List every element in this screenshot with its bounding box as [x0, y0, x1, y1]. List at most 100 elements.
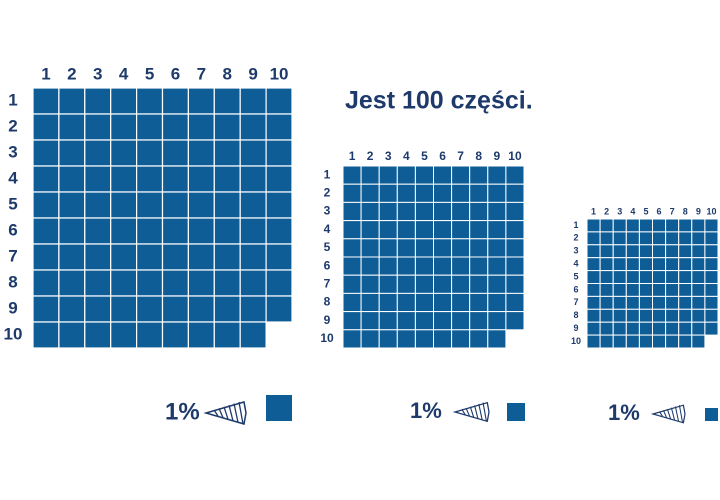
grid-cell — [599, 231, 614, 246]
grid-cell — [469, 292, 489, 313]
grid-cell — [665, 308, 680, 323]
grid-cell — [414, 165, 434, 185]
arrow-stripe — [666, 408, 672, 420]
grid-cell — [652, 295, 667, 310]
grid-cell — [505, 274, 525, 294]
row-label: 10 — [571, 336, 581, 346]
grid-cell — [84, 139, 112, 167]
grid-cell — [433, 329, 453, 349]
column-label: 10 — [508, 149, 522, 163]
arrow-stripe — [662, 410, 668, 418]
grid-cell — [451, 311, 471, 331]
grid-cell — [505, 220, 525, 240]
arrow-stripe — [238, 401, 244, 425]
grid-cell — [433, 201, 453, 222]
grid-cell — [360, 238, 380, 258]
grid-cell — [625, 308, 640, 323]
grid-cell — [433, 292, 453, 313]
arrow-stripe — [678, 405, 684, 423]
grid-cell — [638, 270, 654, 285]
grid-cell — [136, 87, 164, 115]
grid-cell — [84, 191, 112, 219]
grid-cell — [360, 220, 380, 240]
row-label: 1 — [324, 167, 331, 181]
row-label: 9 — [573, 323, 578, 333]
grid-cell — [625, 257, 640, 272]
grid-cell — [378, 201, 398, 222]
arrow-stripe — [213, 409, 219, 417]
grid-cell — [58, 295, 86, 323]
grid-cell — [136, 321, 164, 349]
grid — [342, 165, 525, 349]
grid-cell — [505, 256, 525, 276]
grid-cell — [665, 257, 680, 272]
grid-cell — [469, 256, 489, 276]
grid-cell — [187, 139, 215, 167]
grid-cell — [213, 243, 241, 271]
grid-cell — [396, 329, 416, 349]
grid-cell — [396, 292, 416, 313]
grid-cell — [665, 244, 680, 259]
grid-cell — [678, 257, 693, 272]
grid-cell — [414, 329, 434, 349]
grid-cell — [161, 217, 189, 245]
grid-cell — [638, 244, 654, 259]
grid-cell — [414, 238, 434, 258]
row-label: 9 — [324, 313, 331, 327]
grid-cell — [84, 113, 112, 141]
grid-cell — [342, 165, 362, 185]
grid-cell — [505, 311, 525, 331]
column-label: 8 — [475, 149, 482, 163]
grid-cell — [110, 139, 138, 167]
column-label: 5 — [643, 206, 648, 216]
column-label: 4 — [403, 149, 410, 163]
grid-cell — [599, 270, 614, 285]
row-label: 9 — [8, 298, 17, 317]
grid-cell — [487, 292, 507, 313]
grid-cell — [265, 139, 293, 167]
grid-cell — [586, 308, 601, 323]
grid-cell — [239, 191, 267, 219]
grid-cell — [396, 183, 416, 203]
grid-cell — [239, 243, 267, 271]
grid-cell — [433, 274, 453, 294]
grid-cell — [58, 321, 86, 349]
grid-cell — [451, 220, 471, 240]
arrow-stripe — [674, 406, 680, 422]
grid-cell — [265, 243, 293, 271]
grid-cell — [136, 295, 164, 323]
grid-cell — [638, 334, 654, 349]
grid-cell — [265, 217, 293, 245]
grid-cell — [342, 238, 362, 258]
grid-cell — [678, 231, 693, 246]
grid-cell — [414, 183, 434, 203]
grid-cell — [612, 308, 627, 323]
grid-cell — [665, 321, 680, 336]
grid-cell — [599, 334, 614, 349]
grid-cell — [161, 321, 189, 349]
grid-cell — [342, 311, 362, 331]
grid-cell — [586, 257, 601, 272]
grid-cell — [58, 113, 86, 141]
grid-cell — [239, 217, 267, 245]
row-label: 7 — [573, 297, 578, 307]
grid-cell — [665, 334, 680, 349]
grid-cell — [469, 165, 489, 185]
grid-cell — [433, 165, 453, 185]
grid-cell — [487, 238, 507, 258]
grid-cell — [342, 256, 362, 276]
grid-cell — [136, 165, 164, 193]
row-label: 5 — [573, 271, 578, 281]
grid-cell — [342, 329, 362, 349]
arrow-icon — [203, 401, 247, 425]
column-label: 6 — [657, 206, 662, 216]
column-label: 7 — [670, 206, 675, 216]
grid-cell — [691, 283, 706, 297]
grid-cell — [239, 87, 267, 115]
grid-cell — [84, 165, 112, 193]
grid-cell — [161, 87, 189, 115]
grid-cell — [360, 201, 380, 222]
row-label: 10 — [320, 331, 334, 345]
grid-cell — [612, 321, 627, 336]
grid-cell — [505, 201, 525, 222]
